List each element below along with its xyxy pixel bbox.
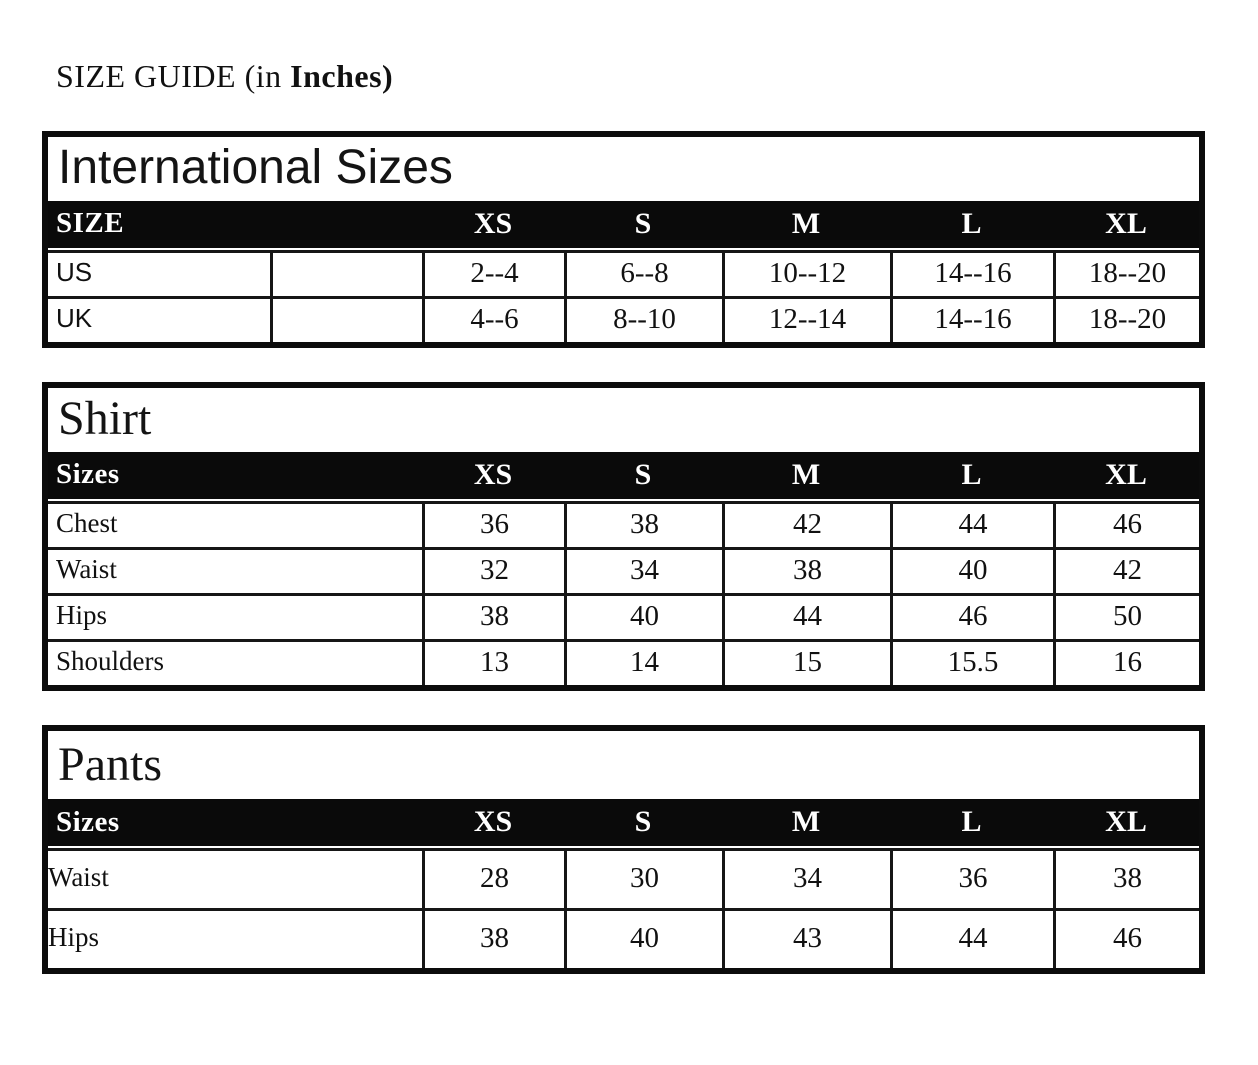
table-international-sizes: International Sizes SIZE XS S M L XL US … — [42, 131, 1205, 348]
size-value: 16 — [1053, 638, 1199, 685]
table-row-waist: Waist 32 34 38 40 42 — [48, 546, 1199, 593]
empty-cell — [270, 249, 422, 296]
size-guide-page: { "page": { "title_prefix": "SIZE GUIDE … — [0, 58, 1258, 1065]
table-row-uk: UK 4--6 8--10 12--14 14--16 18--20 — [48, 295, 1199, 342]
table-row-hips: Hips 38 40 43 44 46 — [48, 908, 1199, 969]
size-value: 42 — [722, 500, 890, 547]
size-value: 13 — [422, 638, 564, 685]
column-header-xl: XL — [1105, 206, 1147, 240]
table-title-pants: Pants — [58, 737, 163, 791]
row-label-hips: Hips — [48, 908, 422, 968]
column-header-l: L — [961, 206, 982, 240]
row-label-hips: Hips — [48, 592, 422, 639]
table-row-shoulders: Shoulders 13 14 15 15.5 16 — [48, 638, 1199, 685]
size-value: 38 — [564, 500, 722, 547]
column-header-l: L — [961, 805, 982, 839]
size-value: 2--4 — [422, 249, 564, 296]
header-row-shirt: Sizes XS S M L XL — [48, 451, 1199, 501]
header-label-sizes: Sizes — [56, 458, 120, 490]
column-header-xs: XS — [473, 206, 513, 240]
size-value: 14--16 — [890, 295, 1053, 342]
table-shirt: Shirt Sizes XS S M L XL Chest 36 38 42 4… — [42, 381, 1205, 691]
size-value: 6--8 — [564, 249, 722, 296]
column-header-xs: XS — [473, 805, 513, 839]
row-label-us: US — [48, 249, 270, 296]
header-row-international: SIZE XS S M L XL — [48, 200, 1199, 250]
size-value: 36 — [890, 848, 1053, 909]
table-title-international: International Sizes — [58, 141, 453, 194]
size-value: 34 — [564, 546, 722, 593]
size-value: 18--20 — [1053, 249, 1199, 296]
size-value: 12--14 — [722, 295, 890, 342]
column-header-m: M — [791, 457, 821, 491]
size-value: 18--20 — [1053, 295, 1199, 342]
page-title-bold-text: Inches) — [290, 58, 394, 94]
page-title: SIZE GUIDE (in Inches) — [56, 58, 1258, 95]
size-value: 28 — [422, 848, 564, 909]
row-label-shoulders: Shoulders — [48, 638, 422, 685]
size-value: 46 — [1053, 500, 1199, 547]
column-header-s: S — [634, 206, 652, 240]
size-value: 46 — [1053, 908, 1199, 969]
table-row-us: US 2--4 6--8 10--12 14--16 18--20 — [48, 249, 1199, 296]
column-header-s: S — [634, 457, 652, 491]
row-label-waist: Waist — [48, 848, 422, 908]
size-value: 34 — [722, 848, 890, 909]
header-label-sizes: Sizes — [56, 805, 120, 838]
size-value: 8--10 — [564, 295, 722, 342]
size-value: 38 — [722, 546, 890, 593]
column-header-xl: XL — [1105, 457, 1147, 491]
size-value: 42 — [1053, 546, 1199, 593]
page-title-text: SIZE GUIDE (in — [56, 58, 291, 94]
size-value: 36 — [422, 500, 564, 547]
column-header-xs: XS — [473, 457, 513, 491]
size-value: 38 — [422, 908, 564, 969]
size-value: 38 — [422, 592, 564, 639]
size-value: 32 — [422, 546, 564, 593]
size-value: 44 — [722, 592, 890, 639]
table-row-chest: Chest 36 38 42 44 46 — [48, 500, 1199, 547]
size-value: 44 — [890, 500, 1053, 547]
column-header-m: M — [791, 206, 821, 240]
table-title-shirt: Shirt — [58, 391, 152, 445]
row-label-chest: Chest — [48, 500, 422, 547]
size-value: 40 — [890, 546, 1053, 593]
size-value: 46 — [890, 592, 1053, 639]
size-value: 4--6 — [422, 295, 564, 342]
size-value: 10--12 — [722, 249, 890, 296]
empty-cell — [270, 295, 422, 342]
table-row-hips: Hips 38 40 44 46 50 — [48, 592, 1199, 639]
size-value: 15.5 — [890, 638, 1053, 685]
size-value: 43 — [722, 908, 890, 969]
size-value: 50 — [1053, 592, 1199, 639]
column-header-m: M — [791, 805, 821, 839]
row-label-waist: Waist — [48, 546, 422, 593]
column-header-xl: XL — [1105, 805, 1147, 839]
size-value: 15 — [722, 638, 890, 685]
row-label-uk: UK — [48, 295, 270, 342]
size-value: 30 — [564, 848, 722, 909]
size-value: 14--16 — [890, 249, 1053, 296]
size-value: 44 — [890, 908, 1053, 969]
table-pants: Pants Sizes XS S M L XL Waist 28 30 34 3… — [42, 724, 1205, 975]
header-row-pants: Sizes XS S M L XL — [48, 799, 1199, 849]
column-header-s: S — [634, 805, 652, 839]
size-value: 40 — [564, 592, 722, 639]
table-row-waist: Waist 28 30 34 36 38 — [48, 848, 1199, 909]
size-value: 40 — [564, 908, 722, 969]
header-label-size: SIZE — [56, 207, 125, 240]
size-value: 14 — [564, 638, 722, 685]
size-value: 38 — [1053, 848, 1199, 909]
column-header-l: L — [961, 457, 982, 491]
